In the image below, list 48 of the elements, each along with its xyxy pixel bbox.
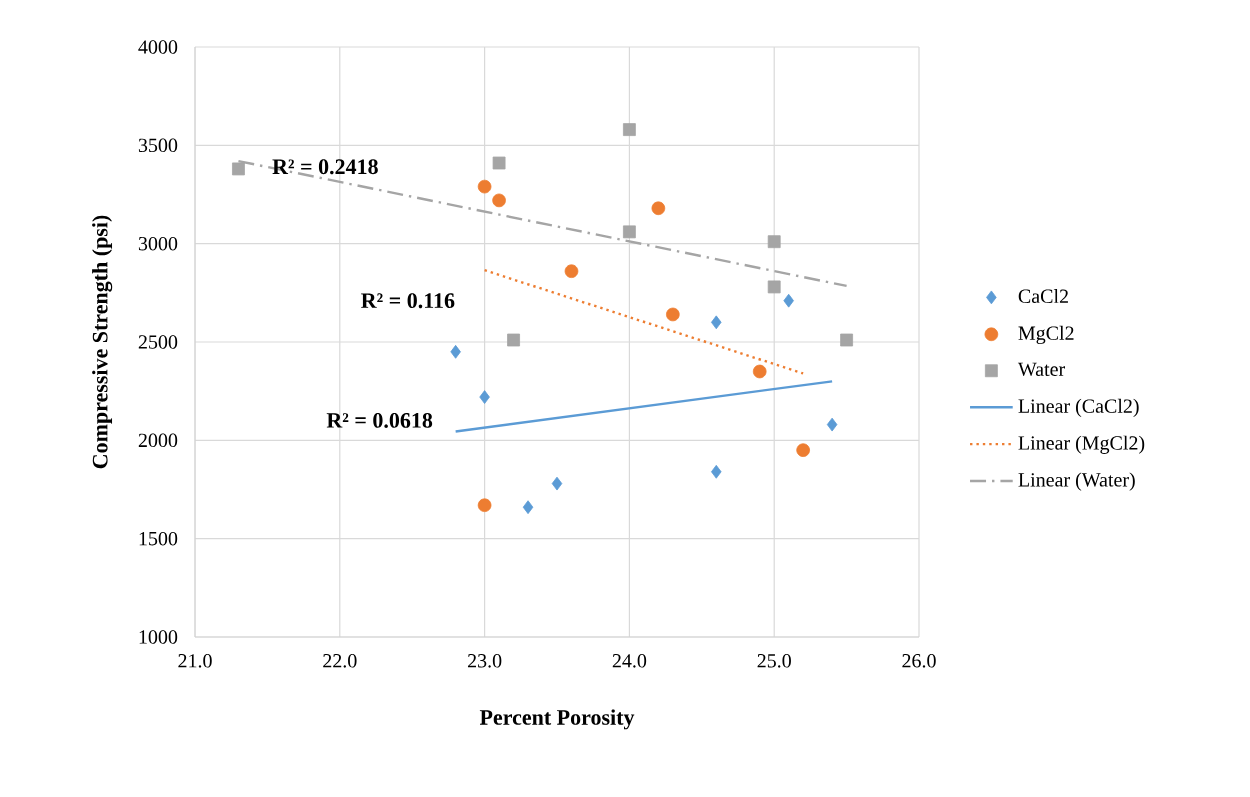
- point: [826, 417, 838, 432]
- x-axis-title: Percent Porosity: [479, 709, 635, 730]
- annotation: R² = 0.2418: [272, 159, 378, 175]
- point: [477, 498, 492, 513]
- point: [492, 193, 506, 208]
- legend-label: MgCl2: [1018, 325, 1074, 345]
- legend-label: CaCl2: [1018, 288, 1068, 304]
- point: [477, 179, 492, 194]
- y-tick-label: 3000: [138, 236, 178, 251]
- x-tick-label: 21.0: [178, 654, 212, 668]
- point: [492, 156, 506, 170]
- point: [796, 443, 810, 457]
- point: [522, 500, 534, 515]
- legend-label: Linear (Water): [1018, 472, 1135, 491]
- point: [752, 364, 767, 379]
- point: [767, 280, 781, 294]
- legend-label: Linear (MgCl2): [1018, 435, 1145, 454]
- point: [666, 307, 680, 322]
- x-tick-label: 24.0: [612, 654, 647, 668]
- point: [232, 162, 245, 176]
- x-tick-label: 23.0: [467, 654, 502, 668]
- y-tick-label: 1000: [139, 630, 178, 644]
- x-tick-label: 22.0: [323, 654, 357, 668]
- point: [623, 123, 636, 136]
- point: [551, 476, 563, 491]
- y-axis-title: Compressive Strength (psi): [92, 215, 113, 469]
- point: [767, 235, 781, 249]
- y-tick-label: 2500: [138, 335, 178, 349]
- legend-label: Water: [1017, 362, 1066, 377]
- point: [711, 464, 722, 479]
- annotation: R² = 0.0618: [326, 413, 433, 428]
- y-tick-label: 1500: [139, 531, 178, 546]
- y-tick-label: 2000: [138, 433, 178, 448]
- point: [783, 293, 794, 308]
- annotation: R² = 0.116: [361, 293, 455, 309]
- x-tick-label: 25.0: [757, 654, 791, 668]
- point: [840, 333, 853, 347]
- point: [479, 390, 490, 404]
- point: [623, 225, 636, 239]
- y-tick-label: 4000: [138, 40, 178, 54]
- x-tick-label: 26.0: [902, 654, 936, 668]
- point: [507, 333, 520, 347]
- point: [711, 315, 722, 330]
- point: [564, 264, 579, 278]
- legend-label: Linear (CaCl2): [1018, 398, 1139, 417]
- point: [450, 344, 461, 359]
- y-tick-label: 3500: [138, 138, 178, 153]
- point: [651, 201, 666, 216]
